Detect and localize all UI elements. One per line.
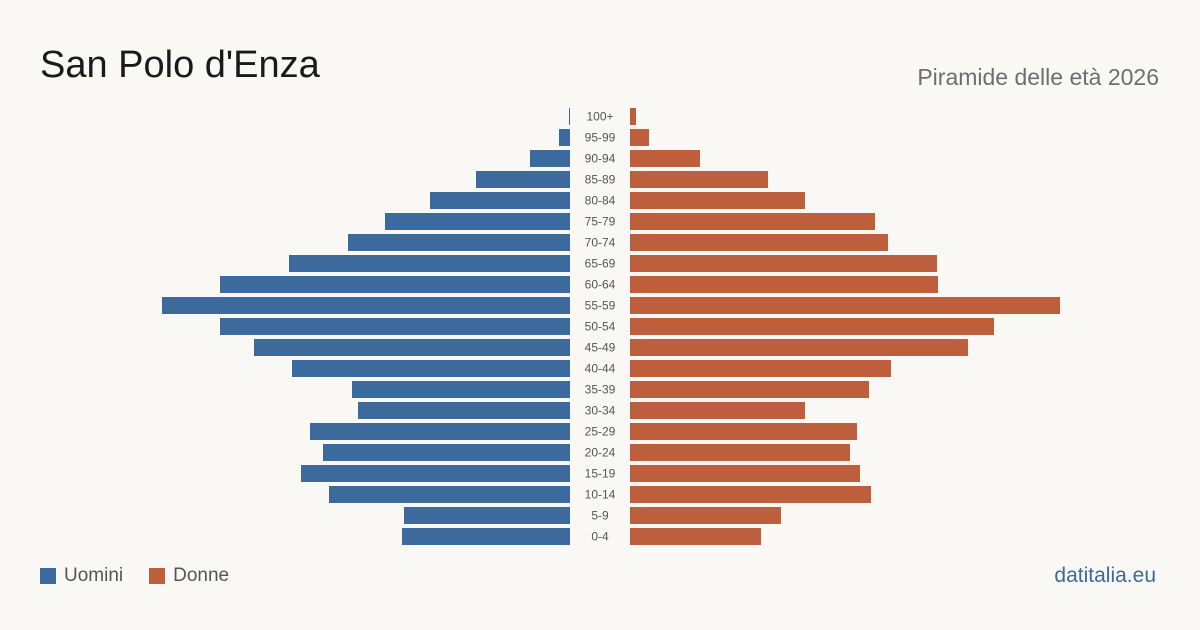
bar-men-60-64	[220, 276, 570, 293]
bar-women-75-79	[630, 213, 875, 230]
bar-women-50-54	[630, 318, 994, 335]
bar-women-65-69	[630, 255, 937, 272]
legend-swatch-women	[149, 568, 166, 584]
bar-women-95-99	[630, 129, 649, 146]
bar-women-20-24	[630, 444, 850, 461]
bar-women-30-34	[630, 402, 805, 419]
bar-women-100+	[630, 108, 636, 125]
age-label-25-29: 25-29	[585, 425, 616, 439]
bar-women-0-4	[630, 528, 761, 545]
bar-women-10-14	[630, 486, 871, 503]
bar-men-15-19	[301, 465, 570, 482]
age-label-0-4: 0-4	[591, 530, 609, 544]
source-link[interactable]: datitalia.eu	[1054, 564, 1156, 587]
bar-men-0-4	[402, 528, 570, 545]
bar-women-80-84	[630, 192, 805, 209]
age-label-100+: 100+	[586, 110, 613, 124]
bar-women-85-89	[630, 171, 768, 188]
bar-men-50-54	[220, 318, 570, 335]
age-label-55-59: 55-59	[585, 299, 616, 313]
age-label-85-89: 85-89	[585, 173, 616, 187]
legend-swatch-men	[40, 568, 56, 584]
age-label-75-79: 75-79	[585, 215, 616, 229]
bar-men-90-94	[530, 150, 570, 167]
bar-men-20-24	[323, 444, 570, 461]
age-label-20-24: 20-24	[585, 446, 616, 460]
bar-women-55-59	[630, 297, 1060, 314]
age-label-5-9: 5-9	[591, 509, 609, 523]
legend-item-women: Donne	[149, 565, 229, 587]
age-label-70-74: 70-74	[585, 236, 616, 250]
bar-men-25-29	[310, 423, 570, 440]
bar-men-5-9	[404, 507, 570, 524]
bar-women-25-29	[630, 423, 857, 440]
bar-women-90-94	[630, 150, 700, 167]
bar-women-35-39	[630, 381, 869, 398]
age-label-35-39: 35-39	[585, 383, 616, 397]
bar-men-75-79	[385, 213, 570, 230]
bar-men-95-99	[559, 129, 570, 146]
age-label-15-19: 15-19	[585, 467, 616, 481]
age-label-90-94: 90-94	[585, 152, 616, 166]
page-title: San Polo d'Enza	[40, 44, 320, 86]
chart-legend: Uomini Donne	[40, 565, 255, 587]
bar-men-35-39	[352, 381, 570, 398]
bar-women-40-44	[630, 360, 891, 377]
bar-women-70-74	[630, 234, 888, 251]
bar-men-30-34	[358, 402, 570, 419]
bar-women-60-64	[630, 276, 938, 293]
age-label-60-64: 60-64	[585, 278, 616, 292]
age-label-10-14: 10-14	[585, 488, 616, 502]
legend-item-men: Uomini	[40, 565, 123, 587]
bar-men-85-89	[476, 171, 570, 188]
chart-subtitle: Piramide delle età 2026	[917, 64, 1159, 90]
age-label-65-69: 65-69	[585, 257, 616, 271]
bar-men-45-49	[254, 339, 570, 356]
bar-men-80-84	[430, 192, 570, 209]
age-label-95-99: 95-99	[585, 131, 616, 145]
bar-men-55-59	[162, 297, 570, 314]
bar-men-65-69	[289, 255, 570, 272]
age-label-50-54: 50-54	[585, 320, 616, 334]
bar-men-40-44	[292, 360, 570, 377]
legend-label-women: Donne	[173, 565, 230, 586]
bar-men-70-74	[348, 234, 570, 251]
legend-label-men: Uomini	[64, 565, 124, 586]
bar-women-45-49	[630, 339, 968, 356]
bar-men-10-14	[329, 486, 570, 503]
bar-men-100+	[569, 108, 570, 125]
bar-women-5-9	[630, 507, 781, 524]
age-label-30-34: 30-34	[585, 404, 616, 418]
age-label-45-49: 45-49	[585, 341, 616, 355]
age-label-40-44: 40-44	[585, 362, 616, 376]
bar-women-15-19	[630, 465, 860, 482]
age-label-80-84: 80-84	[585, 194, 616, 208]
